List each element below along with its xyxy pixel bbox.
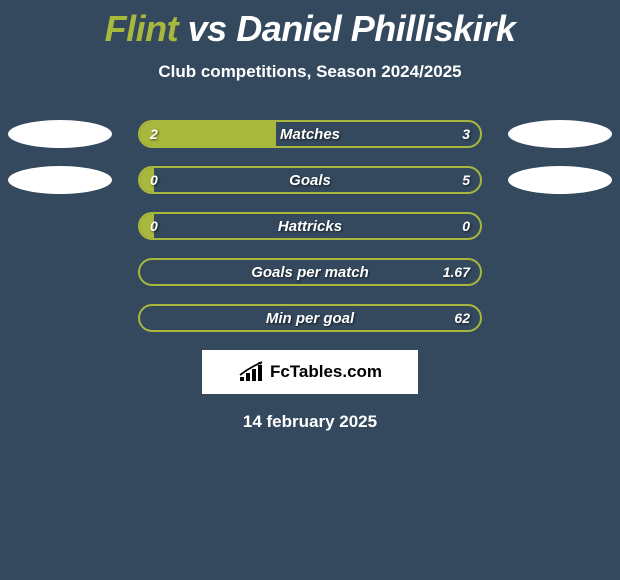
stat-value-left: 0 [150, 168, 158, 192]
stat-label: Goals [140, 168, 480, 192]
stat-value-left: 0 [150, 214, 158, 238]
stat-bar: Hattricks0 0 [138, 212, 482, 240]
stat-bar: Matches2 3 [138, 120, 482, 148]
stat-row: Hattricks0 0 [0, 212, 620, 240]
player2-name: Daniel Philliskirk [236, 8, 515, 49]
stat-label: Min per goal [140, 306, 480, 330]
stats-rows: Matches23Goals05Hattricks00Goals per mat… [0, 120, 620, 332]
stat-value-left: 2 [150, 122, 158, 146]
stat-bar: Goals0 5 [138, 166, 482, 194]
stat-row: Min per goal62 [0, 304, 620, 332]
stat-value-right: 62 [454, 306, 470, 330]
comparison-title: Flint vs Daniel Philliskirk [0, 0, 620, 50]
stat-value-right: 5 [462, 168, 470, 192]
subtitle: Club competitions, Season 2024/2025 [0, 62, 620, 82]
stat-label: Goals per match [140, 260, 480, 284]
brand-box: FcTables.com [202, 350, 418, 394]
player1-photo-placeholder [8, 166, 112, 194]
fctables-logo-icon [238, 361, 264, 383]
brand-text: FcTables.com [270, 362, 382, 382]
player2-photo-placeholder [508, 120, 612, 148]
stat-value-right: 3 [462, 122, 470, 146]
player1-name: Flint [105, 8, 178, 49]
stat-row: Goals per match1.67 [0, 258, 620, 286]
stat-value-right: 1.67 [443, 260, 470, 284]
brand-inner: FcTables.com [238, 361, 382, 383]
player2-photo-placeholder [508, 166, 612, 194]
stat-row: Matches2 3 [0, 120, 620, 148]
stat-label: Hattricks [140, 214, 480, 238]
stat-bar: Goals per match1.67 [138, 258, 482, 286]
stat-bar: Min per goal62 [138, 304, 482, 332]
stat-label: Matches [140, 122, 480, 146]
player1-photo-placeholder [8, 120, 112, 148]
vs-text: vs [188, 8, 227, 49]
stat-value-right: 0 [462, 214, 470, 238]
stat-row: Goals0 5 [0, 166, 620, 194]
date-label: 14 february 2025 [0, 412, 620, 432]
